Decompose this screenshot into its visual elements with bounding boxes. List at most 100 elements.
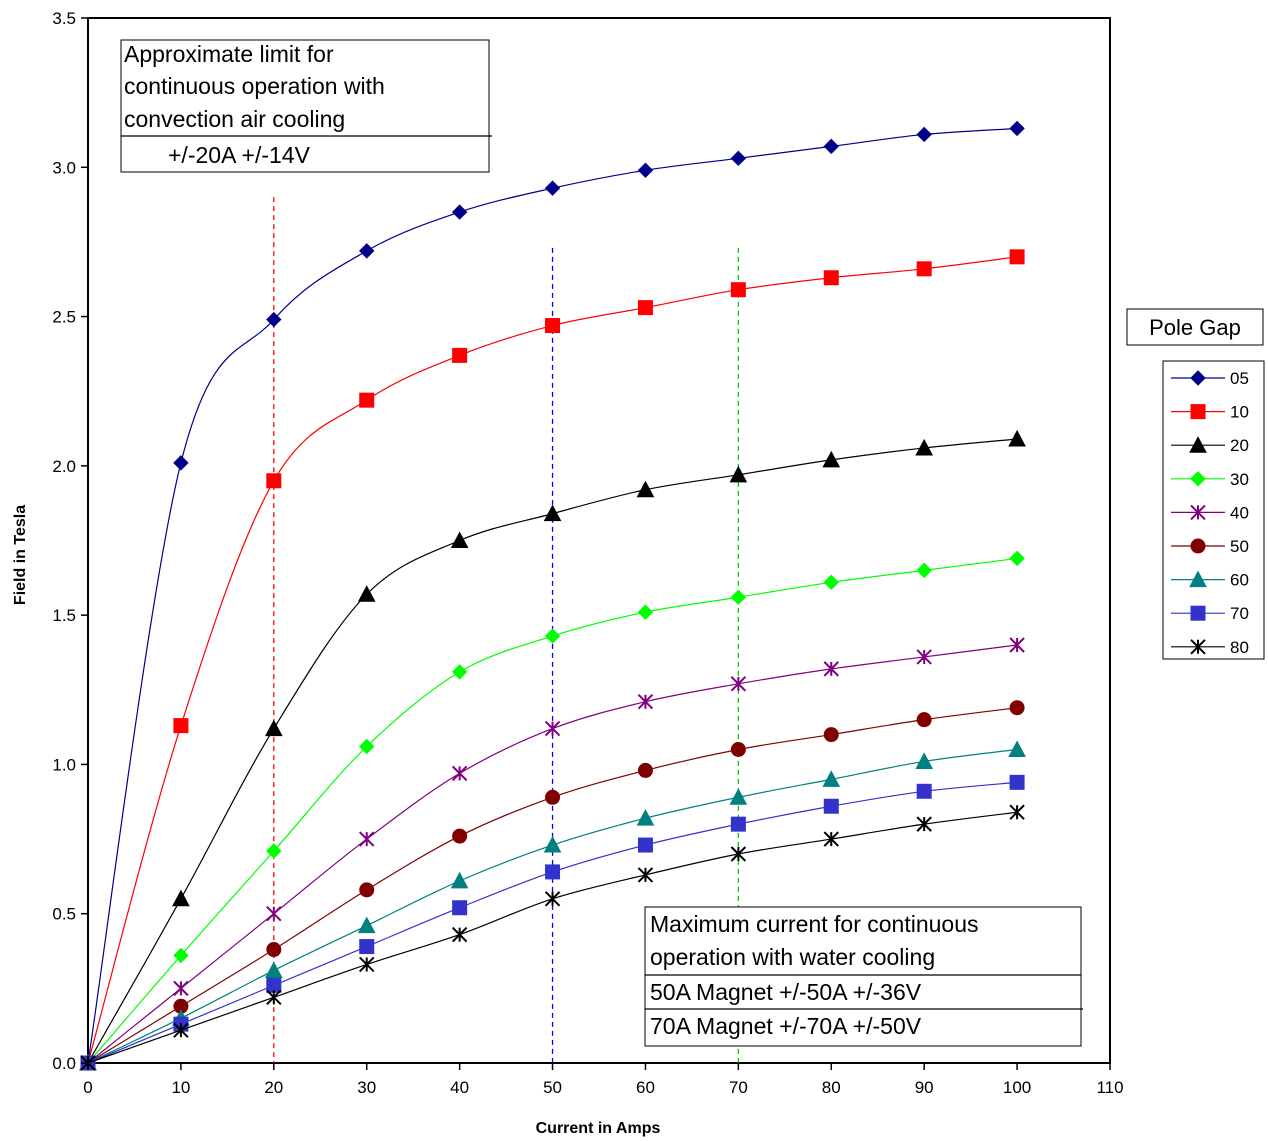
legend-marker (1190, 538, 1206, 554)
data-point-60 (1008, 740, 1026, 757)
legend-label: 20 (1230, 436, 1249, 455)
data-point-05 (637, 162, 654, 178)
legend-item-50: 50 (1171, 537, 1249, 556)
x-tick-label: 60 (636, 1078, 655, 1097)
data-point-30 (451, 664, 468, 680)
legend-marker (1189, 436, 1207, 453)
data-point-40 (916, 649, 932, 665)
legend-item-40: 40 (1171, 503, 1249, 522)
water-cooling-rating-50a: 50A Magnet +/-50A +/-36V (650, 979, 922, 1005)
data-point-20 (357, 585, 376, 602)
legend-label: 60 (1230, 571, 1249, 590)
water-cooling-heading-2: operation with water cooling (650, 944, 935, 970)
x-tick-label: 90 (915, 1078, 934, 1097)
data-point-60 (357, 916, 376, 934)
data-point-40 (451, 765, 468, 782)
data-point-80 (823, 831, 839, 847)
data-point-10 (1009, 249, 1025, 265)
data-point-60 (915, 752, 934, 769)
data-point-50 (637, 762, 653, 778)
data-point-80 (451, 926, 468, 943)
data-point-10 (173, 718, 189, 734)
axes: 0 10 20 30 40 50 60 70 80 90 100 110 0.0 0.5 1.0 1.5 2.0… (52, 9, 1123, 1097)
water-cooling-box (644, 906, 1082, 1047)
water-cooling-heading-1: Maximum current for continuous (650, 911, 979, 937)
air-cooling-rating: +/-20A +/-14V (168, 142, 311, 168)
data-point-10 (730, 282, 746, 298)
legend: Pole Gap 05 10 20 30 40 50 60 70 80 (1126, 308, 1265, 660)
air-cooling-annotation: Approximate limit for continuous operati… (120, 39, 492, 173)
data-point-30 (730, 589, 747, 605)
x-tick-label: 100 (1003, 1078, 1031, 1097)
data-point-05 (359, 243, 375, 259)
plot-area-border (87, 17, 1111, 1064)
legend-label: 30 (1230, 470, 1249, 489)
data-point-05 (544, 180, 561, 196)
y-tick-label: 1.5 (52, 606, 76, 625)
data-point-10 (823, 270, 839, 286)
y-tick-label: 0.5 (52, 905, 76, 924)
y-tick-label: 2.5 (52, 308, 76, 327)
data-point-20 (729, 465, 748, 483)
data-point-05 (451, 204, 468, 220)
x-tick-label: 50 (543, 1078, 562, 1097)
legend-label: 50 (1230, 537, 1249, 556)
legend-label: 70 (1230, 604, 1249, 623)
series-line-30 (87, 557, 1018, 1064)
data-point-40 (359, 831, 375, 847)
data-point-50 (359, 882, 375, 898)
data-point-80 (266, 989, 282, 1006)
y-tick-label: 3.0 (52, 158, 76, 177)
data-point-60 (264, 961, 283, 978)
data-point-40 (637, 694, 654, 710)
data-point-30 (916, 562, 932, 579)
y-tick-label: 3.5 (52, 9, 76, 28)
data-point-40 (823, 661, 839, 677)
data-point-40 (730, 676, 747, 692)
data-point-50 (452, 828, 468, 844)
data-point-30 (359, 738, 375, 755)
data-point-20 (543, 504, 562, 522)
data-point-70 (916, 783, 932, 799)
data-point-70 (730, 816, 746, 832)
data-point-10 (637, 300, 653, 316)
x-axis-title: Current in Amps (536, 1120, 661, 1137)
legend-marker (1190, 370, 1206, 386)
series-line-20 (87, 438, 1018, 1064)
data-point-30 (823, 574, 839, 591)
x-tick-label: 80 (822, 1078, 841, 1097)
y-tick-label: 2.0 (52, 457, 76, 476)
data-point-80 (1009, 804, 1025, 820)
legend-item-20: 20 (1171, 436, 1249, 455)
data-point-60 (729, 788, 748, 805)
data-point-60 (636, 809, 655, 826)
data-point-70 (266, 977, 282, 993)
data-point-10 (545, 318, 561, 334)
legend-item-30: 30 (1171, 470, 1249, 489)
x-tick-label: 40 (450, 1078, 469, 1097)
legend-marker (1190, 404, 1206, 420)
legend-item-05: 05 (1171, 369, 1249, 388)
data-point-50 (545, 789, 561, 805)
series-40 (80, 637, 1025, 1071)
data-point-50 (730, 742, 746, 757)
legend-marker (1190, 471, 1206, 487)
data-point-60 (822, 770, 841, 787)
data-point-50 (916, 712, 932, 728)
data-point-20 (450, 531, 469, 548)
data-point-10 (359, 392, 375, 408)
x-tick-label: 30 (357, 1078, 376, 1097)
legend-title-box (1126, 308, 1264, 346)
data-point-80 (173, 1022, 189, 1038)
data-point-30 (173, 947, 189, 964)
x-tick-label: 110 (1096, 1078, 1123, 1097)
data-point-80 (916, 816, 932, 832)
data-point-05 (173, 455, 189, 471)
data-point-05 (1009, 120, 1025, 137)
x-tick-label: 10 (171, 1078, 190, 1097)
plot-frame (87, 17, 1111, 1064)
air-cooling-heading-3: convection air cooling (124, 106, 345, 132)
data-point-20 (822, 450, 841, 468)
y-tick-label: 0.0 (52, 1054, 76, 1073)
